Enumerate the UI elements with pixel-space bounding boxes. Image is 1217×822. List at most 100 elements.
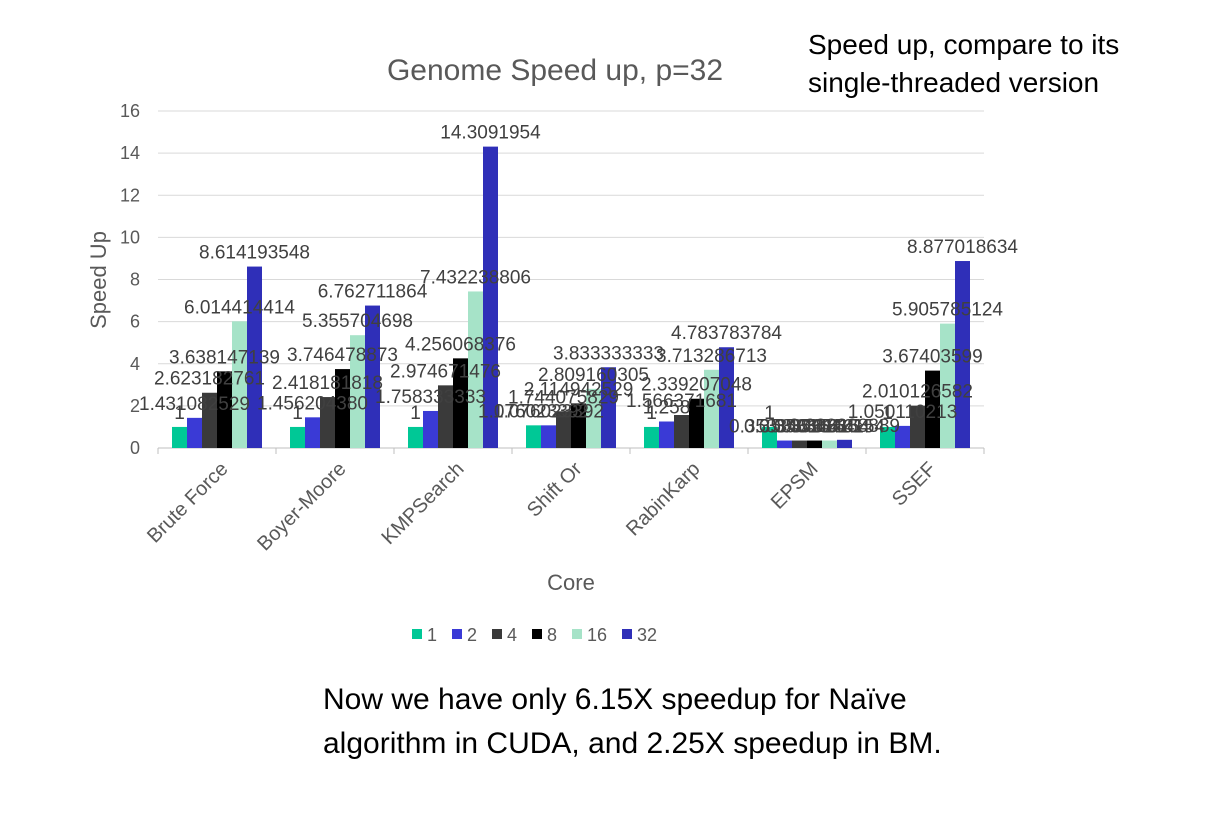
y-axis-ticks: 0 2 4 6 8 10 12 14 16 xyxy=(120,101,140,458)
bar xyxy=(232,321,247,448)
bar xyxy=(644,426,659,448)
bar xyxy=(925,370,940,448)
bar xyxy=(571,403,586,448)
bar xyxy=(453,358,468,448)
bar xyxy=(526,425,541,448)
bar xyxy=(586,388,601,448)
data-label: 1 xyxy=(646,403,657,424)
data-label: 3.746478873 xyxy=(287,345,398,366)
data-label: 1 xyxy=(882,403,893,424)
data-label: 0.353846154 xyxy=(759,417,870,438)
data-label: 2.010126582 xyxy=(862,382,973,403)
bar xyxy=(187,417,202,448)
bar xyxy=(483,146,498,448)
data-label: 6.762711864 xyxy=(318,282,428,303)
bar xyxy=(556,411,571,448)
data-label: 2.809160305 xyxy=(538,365,649,386)
legend-label: 4 xyxy=(507,625,517,645)
bar xyxy=(880,426,895,448)
legend-label: 1 xyxy=(427,625,437,645)
data-label: 2.339207048 xyxy=(641,375,752,396)
data-label: 1.758333333 xyxy=(375,387,486,408)
bar xyxy=(202,392,217,448)
bar xyxy=(541,425,556,448)
bar xyxy=(762,426,777,448)
data-label: 1.431082529 xyxy=(139,394,250,415)
bar xyxy=(659,421,674,448)
bar xyxy=(423,410,438,448)
bar xyxy=(719,347,734,448)
data-label: 0.353846154 xyxy=(744,417,855,438)
data-label: 5.355704698 xyxy=(302,311,413,332)
data-label: 2.114942529 xyxy=(524,379,634,400)
data-label: 1.258 xyxy=(643,398,691,419)
data-label: 3.67403599 xyxy=(882,347,982,368)
bar xyxy=(350,335,365,448)
bars xyxy=(172,146,970,448)
data-label: 1.076023392 xyxy=(493,401,604,422)
bar xyxy=(837,439,852,448)
bar xyxy=(408,426,423,448)
data-label: 2.974671476 xyxy=(390,361,501,382)
data-label: 1 xyxy=(410,403,421,424)
x-category-label: Brute Force xyxy=(143,458,232,547)
y-tick-label: 14 xyxy=(120,143,140,163)
x-category-label: Shift Or xyxy=(523,458,587,522)
bar xyxy=(777,440,792,448)
data-label: 3.833333333 xyxy=(553,343,664,364)
bar xyxy=(792,440,807,448)
legend-swatch xyxy=(572,629,582,639)
bar xyxy=(674,415,689,448)
bar xyxy=(438,385,453,448)
bar xyxy=(601,367,616,448)
bar xyxy=(468,291,483,448)
bar xyxy=(689,398,704,448)
y-tick-label: 12 xyxy=(120,185,140,205)
data-label: 1 xyxy=(292,403,303,424)
bar xyxy=(895,425,910,448)
data-label: 8.614193548 xyxy=(199,243,310,264)
bar xyxy=(172,426,187,448)
data-label: 7.432238806 xyxy=(420,267,531,288)
bar xyxy=(940,323,955,448)
y-tick-label: 16 xyxy=(120,101,140,121)
bar xyxy=(955,261,970,448)
bottom-note: Now we have only 6.15X speedup for Naïve… xyxy=(323,683,942,760)
bar xyxy=(290,426,305,448)
y-tick-label: 10 xyxy=(120,227,140,247)
bar xyxy=(217,371,232,448)
y-tick-label: 6 xyxy=(130,312,140,332)
legend-swatch xyxy=(492,629,502,639)
x-category-label: EPSM xyxy=(767,458,823,514)
data-label: 2.623182761 xyxy=(154,369,265,390)
data-label: 3.713286713 xyxy=(656,346,767,367)
bar xyxy=(305,417,320,448)
bar xyxy=(335,369,350,448)
data-label: 1.050110213 xyxy=(848,402,958,423)
data-label: 1.566371681 xyxy=(626,391,737,412)
chart-title: Genome Speed up, p=32 xyxy=(387,54,723,87)
data-label: 1.456204380 xyxy=(257,393,368,414)
x-category-label: RabinKarp xyxy=(622,458,704,540)
legend-label: 2 xyxy=(467,625,477,645)
data-label: 5.905785124 xyxy=(892,300,1003,321)
data-label: 0.353846154 xyxy=(729,417,840,438)
x-category-label: KMPSearch xyxy=(378,458,469,549)
y-tick-label: 4 xyxy=(130,354,140,374)
legend-swatch xyxy=(412,629,422,639)
top-note: Speed up, compare to its single-threaded… xyxy=(808,29,1120,98)
x-category-label: SSEF xyxy=(888,458,941,511)
data-label: 4.783783784 xyxy=(671,323,782,344)
bar xyxy=(365,305,380,448)
data-label: 1 xyxy=(764,403,775,424)
bar xyxy=(320,397,335,448)
legend: 1 2 4 8 16 32 xyxy=(412,625,657,645)
x-category-label: Boyer-Moore xyxy=(253,458,350,555)
data-label: 0.388888889 xyxy=(789,416,900,437)
bar xyxy=(822,440,837,448)
data-label: 8.877018634 xyxy=(907,237,1018,258)
bar xyxy=(910,405,925,448)
data-label: 0.353846154 xyxy=(774,417,885,438)
y-tick-label: 2 xyxy=(130,396,140,416)
